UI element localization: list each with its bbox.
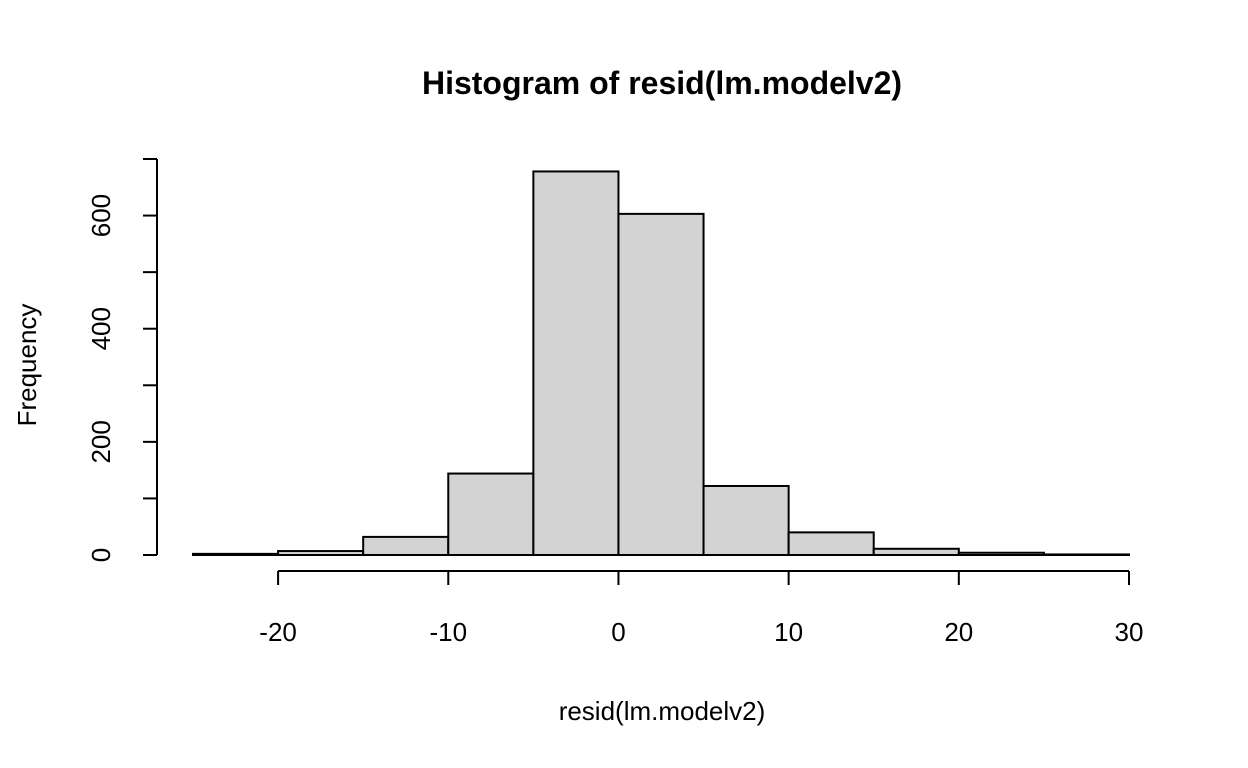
y-tick-label: 0: [86, 548, 116, 562]
bars-group: [192, 170, 1130, 557]
x-tick-label: -20: [259, 617, 297, 647]
histogram-bar: [872, 547, 960, 557]
x-tick-label: 10: [774, 617, 803, 647]
x-axis: -20 -10 0 10 20 30: [259, 570, 1144, 647]
x-tick-label: -10: [429, 617, 467, 647]
y-tick-label: 400: [86, 307, 116, 350]
histogram-bar: [702, 484, 790, 556]
histogram-bar: [277, 550, 365, 556]
y-axis-label: Frequency: [12, 304, 42, 427]
histogram-bar: [787, 531, 875, 556]
histogram-bar: [617, 212, 705, 556]
y-tick-label: 200: [86, 420, 116, 463]
x-tick-label: 0: [611, 617, 625, 647]
histogram-bar: [362, 535, 450, 557]
x-tick-label: 20: [944, 617, 973, 647]
x-axis-label: resid(lm.modelv2): [559, 696, 766, 726]
x-tick-label: 30: [1115, 617, 1144, 647]
y-tick-label: 600: [86, 194, 116, 237]
histogram-bar: [192, 552, 280, 557]
histogram-bar: [1042, 553, 1130, 556]
chart-title: Histogram of resid(lm.modelv2): [422, 65, 902, 101]
histogram-bar: [447, 472, 535, 556]
y-axis: 0 200 400 600: [86, 158, 158, 562]
histogram-bar: [957, 551, 1045, 556]
histogram-bar: [532, 170, 620, 556]
